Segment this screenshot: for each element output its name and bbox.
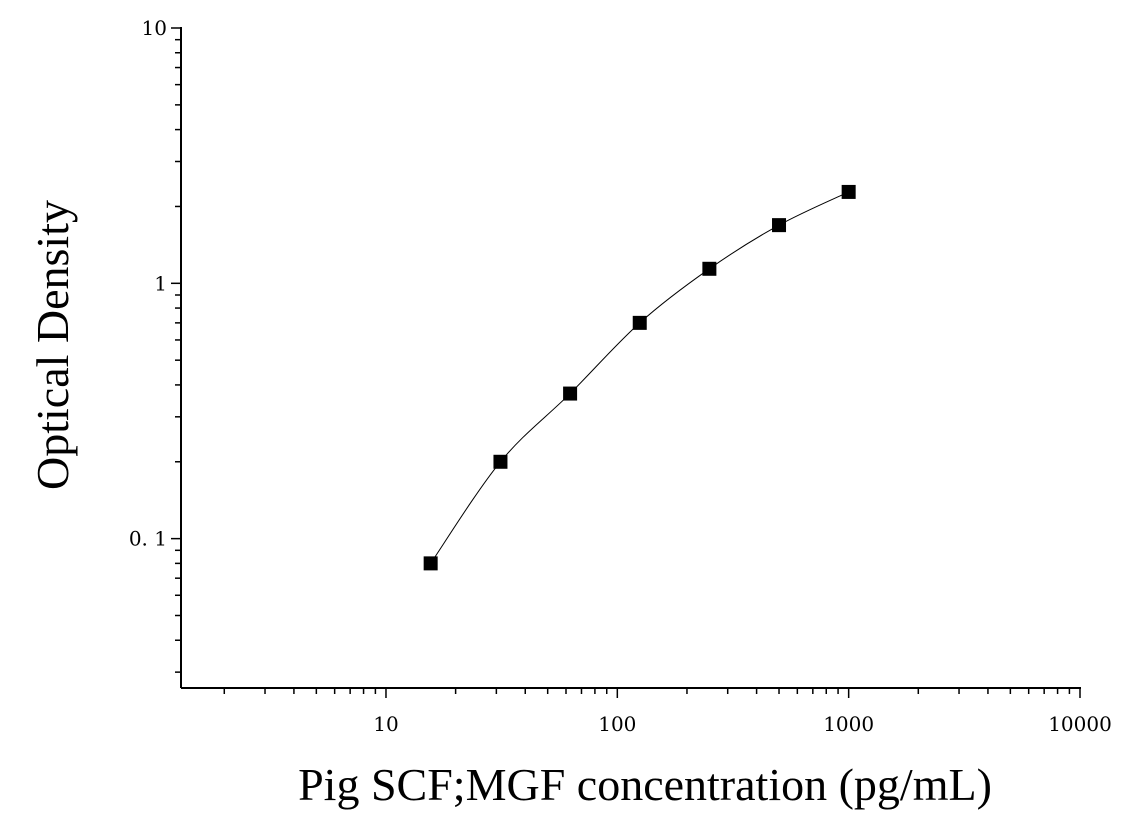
x-tick-label: 100: [598, 712, 636, 736]
x-axis-title: Pig SCF;MGF concentration (pg/mL): [298, 759, 992, 810]
data-point: [841, 184, 856, 199]
y-tick-label: 1: [154, 271, 167, 295]
y-tick-label: 0. 1: [129, 527, 167, 551]
x-tick-label: 10: [373, 712, 398, 736]
y-tick-label: 10: [142, 16, 167, 40]
data-points: [423, 184, 856, 571]
data-point: [563, 386, 578, 401]
x-tick-label: 1000: [823, 712, 874, 736]
x-tick-label: 10000: [1048, 712, 1112, 736]
axes: 10 100 1000 10000 0. 1 1 10: [129, 16, 1112, 736]
data-point: [632, 315, 647, 330]
data-point: [423, 556, 438, 571]
data-point: [772, 218, 787, 233]
data-point: [702, 261, 717, 276]
y-axis-title: Optical Density: [27, 200, 78, 490]
data-point: [493, 454, 508, 469]
fit-curve: [430, 191, 849, 564]
fit-curve-layer: [430, 191, 849, 564]
